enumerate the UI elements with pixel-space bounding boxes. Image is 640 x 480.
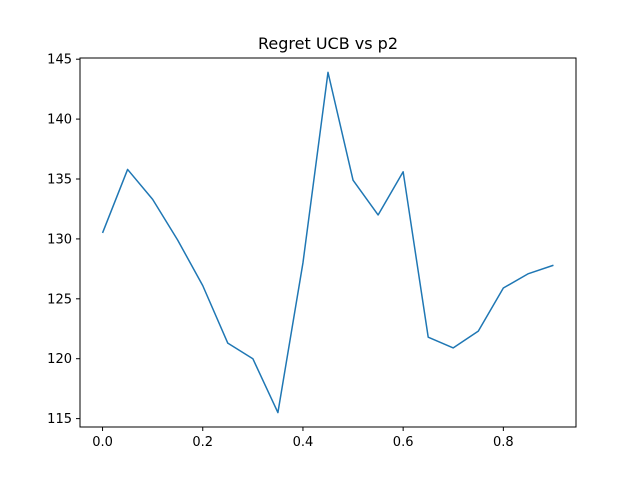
y-tick-label: 120 xyxy=(47,352,72,367)
x-tick-label: 0.8 xyxy=(493,435,514,450)
y-tick-label: 125 xyxy=(47,292,72,307)
axes-frame xyxy=(79,57,577,428)
y-tick-label: 115 xyxy=(47,412,72,427)
y-tick-label: 145 xyxy=(47,53,72,68)
x-tick-label: 0.4 xyxy=(293,435,314,450)
y-tick-label: 135 xyxy=(47,173,72,188)
chart-title: Regret UCB vs p2 xyxy=(258,34,398,53)
plot-area: 0.0 0.2 0.4 0.6 0.8 115 120 125 130 135 140 145 xyxy=(47,53,577,450)
x-tick-label: 0.6 xyxy=(393,435,414,450)
series-line-0 xyxy=(101,71,554,414)
y-tick-label: 130 xyxy=(47,232,72,247)
x-tick-label: 0.0 xyxy=(92,435,113,450)
x-tick-label: 0.2 xyxy=(192,435,213,450)
y-tick-label: 140 xyxy=(47,113,72,128)
